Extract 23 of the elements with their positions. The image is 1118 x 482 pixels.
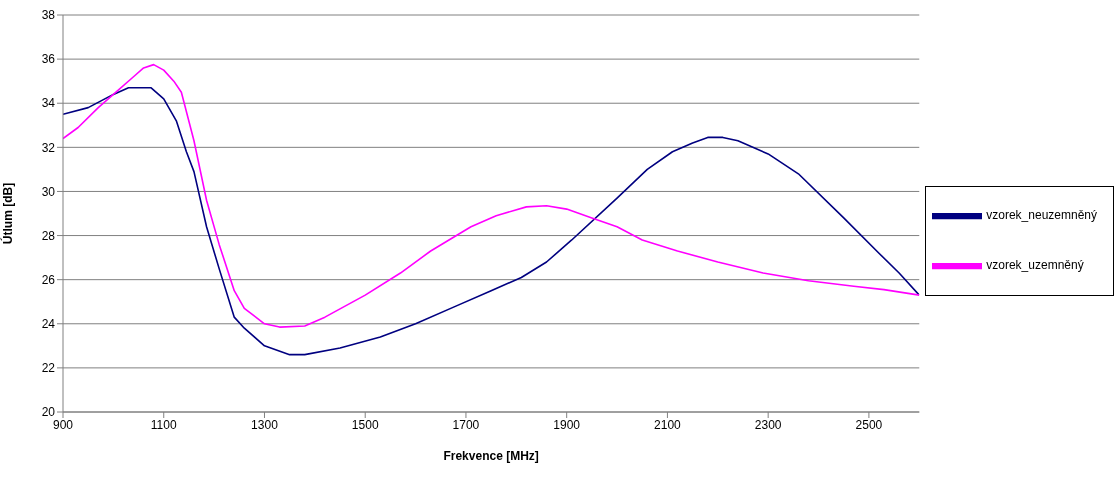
y-tick-label: 22 [41, 361, 56, 376]
y-tick-label: 36 [41, 52, 56, 67]
y-tick-label: 34 [41, 96, 56, 111]
x-tick-label: 2300 [754, 417, 782, 432]
y-tick-label: 28 [41, 228, 56, 243]
y-tick-label: 38 [41, 8, 56, 23]
y-tick-label: 30 [41, 184, 56, 199]
x-tick-label: 1900 [553, 417, 581, 432]
x-tick-label: 1300 [251, 417, 279, 432]
x-tick-label: 1100 [150, 417, 177, 432]
legend-label: vzorek_neuzemněný [986, 208, 1097, 223]
legend-label: vzorek_uzemněný [986, 258, 1084, 273]
x-tick-label: 1700 [452, 417, 480, 432]
y-axis-title: Útlum [dB] [0, 182, 16, 245]
x-tick-label: 900 [52, 417, 74, 432]
y-tick-label: 20 [41, 405, 56, 420]
x-tick-label: 2100 [654, 417, 682, 432]
x-tick-label: 1500 [351, 417, 379, 432]
x-tick-label: 2500 [855, 417, 883, 432]
y-tick-label: 26 [41, 272, 56, 287]
y-tick-label: 24 [41, 317, 56, 332]
y-tick-label: 32 [41, 140, 56, 155]
x-axis-title: Frekvence [MHz] [443, 449, 539, 463]
